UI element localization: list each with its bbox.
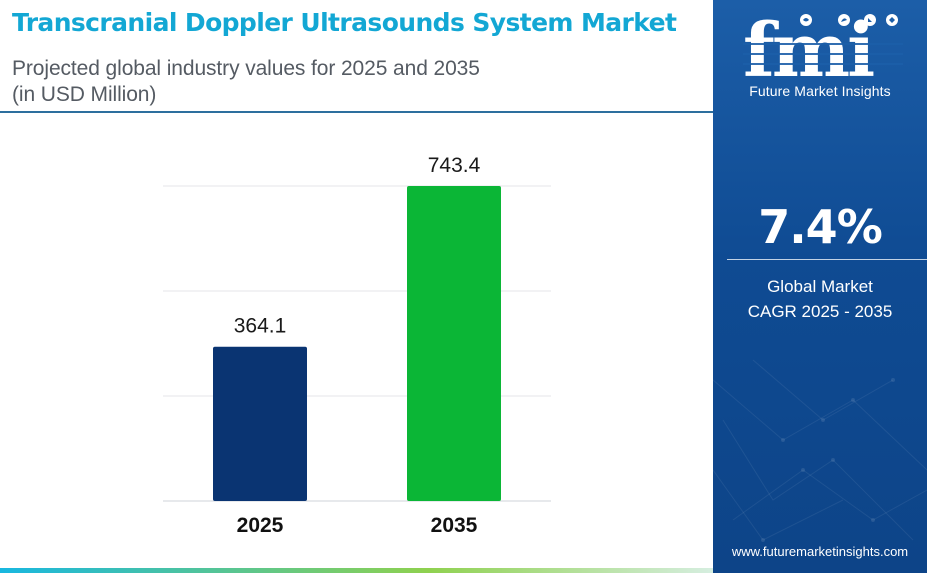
bar-2025 [213,346,307,501]
bar-chart: 364.1 2025 743.4 2035 [163,154,551,537]
cagr-label-line-2: CAGR 2025 - 2035 [747,302,893,321]
data-label-2025: 364.1 [234,315,287,338]
footer-gradient-bar [0,568,713,573]
fmi-logo: fmi [743,8,903,80]
chart-subtitle: Projected global industry values for 202… [12,56,480,108]
bar-2035 [407,186,501,501]
brand-name: Future Market Insights [749,83,891,99]
cagr-label: Global Market CAGR 2025 - 2035 [713,274,927,324]
subtitle-line-2: (in USD Million) [12,83,157,106]
x-tick-label-2035: 2035 [431,514,478,537]
x-tick-label-2025: 2025 [237,514,284,537]
chart-title: Transcranial Doppler Ultrasounds System … [12,8,677,37]
cagr-label-line-1: Global Market [767,277,873,296]
cagr-value: 7.4% [758,200,883,254]
subtitle-line-1: Projected global industry values for 202… [12,57,480,80]
website-link[interactable]: www.futuremarketinsights.com [731,544,909,559]
header-divider [0,111,713,113]
sidebar-panel: fmi Future Market Insights 7.4% Global M… [713,0,927,573]
cagr-divider [727,259,927,260]
data-label-2035: 743.4 [428,154,481,177]
chart-area: Transcranial Doppler Ultrasounds System … [0,8,713,573]
panel-texture-decoration [713,359,927,542]
